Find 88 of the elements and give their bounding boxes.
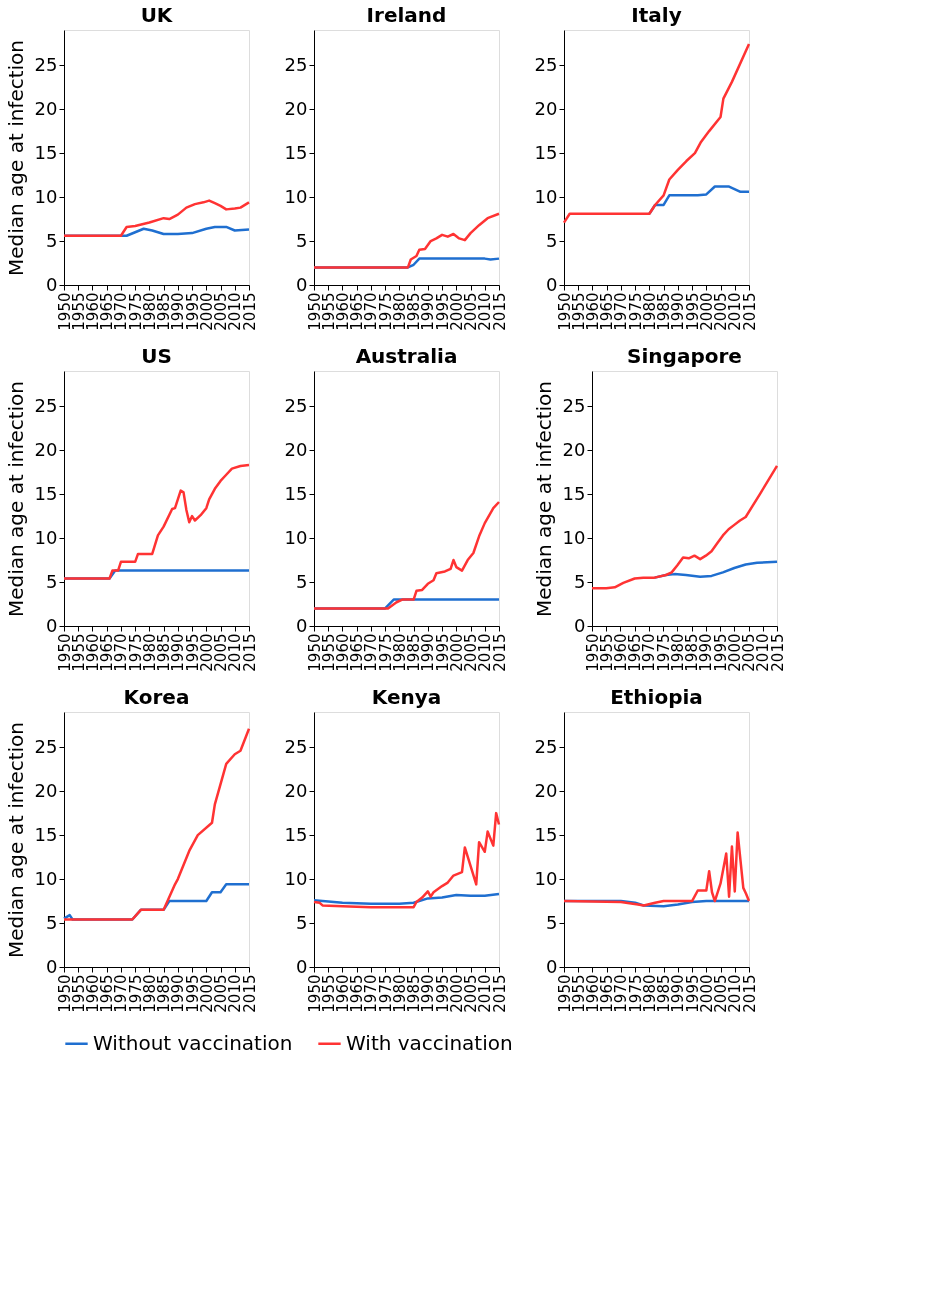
y-tick-label: 20	[562, 438, 586, 460]
y-tick-label: 10	[34, 867, 58, 889]
x-tick-label: 2015	[490, 292, 509, 331]
chart-title: US	[141, 344, 172, 368]
y-tick-label: 5	[574, 570, 586, 592]
y-tick-label: 15	[534, 823, 558, 845]
y-tick-label: 0	[574, 614, 586, 636]
x-tick-label: 2015	[240, 292, 259, 331]
line-series	[590, 464, 779, 590]
y-tick-label: 5	[296, 570, 308, 592]
y-tick-label: 5	[546, 229, 558, 251]
line-series	[62, 199, 251, 238]
x-tick-label: 2015	[490, 633, 509, 672]
y-tick-label: 25	[284, 53, 308, 75]
y-tick-label: 0	[546, 955, 558, 977]
y-tick-label: 5	[546, 911, 558, 933]
chart-title: UK	[140, 3, 174, 27]
y-tick-label: 0	[296, 273, 308, 295]
y-tick-label: 0	[46, 614, 58, 636]
chart-title: Italy	[631, 3, 682, 27]
y-tick-label: 15	[34, 141, 58, 163]
y-tick-label: 25	[284, 394, 308, 416]
chart-title: Australia	[355, 344, 458, 368]
y-tick-label: 0	[296, 614, 308, 636]
line-series	[62, 727, 251, 921]
y-tick-label: 25	[34, 735, 58, 757]
y-tick-label: 25	[34, 394, 58, 416]
y-tick-label: 5	[46, 911, 58, 933]
y-tick-label: 25	[534, 53, 558, 75]
y-tick-label: 25	[284, 735, 308, 757]
y-tick-label: 5	[296, 911, 308, 933]
y-tick-label: 0	[46, 273, 58, 295]
y-axis-title: Median age at infection	[3, 39, 28, 277]
y-tick-label: 25	[34, 53, 58, 75]
y-tick-label: 20	[534, 97, 558, 119]
y-axis-title: Median age at infection	[3, 721, 28, 959]
line-series	[562, 831, 751, 907]
line-series	[562, 42, 751, 224]
y-axis-title: Median age at infection	[531, 380, 556, 618]
y-tick-label: 15	[562, 482, 586, 504]
y-tick-label: 10	[534, 185, 558, 207]
chart-title: Singapore	[627, 344, 742, 368]
y-tick-label: 20	[534, 779, 558, 801]
y-tick-label: 10	[34, 526, 58, 548]
y-tick-label: 15	[284, 823, 308, 845]
line-series	[312, 500, 501, 610]
y-tick-label: 25	[562, 394, 586, 416]
y-axis-title: Median age at infection	[3, 380, 28, 618]
chart-title: Ireland	[366, 3, 447, 27]
y-tick-label: 5	[46, 570, 58, 592]
line-series	[312, 811, 501, 909]
y-tick-label: 0	[46, 955, 58, 977]
y-tick-label: 15	[284, 482, 308, 504]
x-tick-label: 2015	[740, 292, 759, 331]
y-tick-label: 15	[34, 482, 58, 504]
chart-title: Kenya	[371, 685, 442, 709]
chart-title: Korea	[123, 685, 190, 709]
x-tick-label: 2015	[240, 974, 259, 1013]
y-tick-label: 15	[34, 823, 58, 845]
y-tick-label: 20	[284, 438, 308, 460]
y-tick-label: 10	[534, 867, 558, 889]
y-tick-label: 10	[284, 526, 308, 548]
y-tick-label: 10	[284, 867, 308, 889]
y-tick-label: 10	[34, 185, 58, 207]
legend-label: With vaccination	[346, 1030, 513, 1055]
x-tick-label: 2015	[490, 974, 509, 1013]
y-tick-label: 10	[284, 185, 308, 207]
line-series	[312, 892, 501, 905]
x-tick-label: 2015	[240, 633, 259, 672]
y-tick-label: 10	[562, 526, 586, 548]
y-tick-label: 15	[534, 141, 558, 163]
line-series	[312, 212, 501, 269]
legend-label: Without vaccination	[93, 1030, 293, 1055]
x-tick-label: 2015	[740, 974, 759, 1013]
y-tick-label: 15	[284, 141, 308, 163]
y-tick-label: 5	[46, 229, 58, 251]
chart-title: Ethiopia	[610, 685, 703, 709]
y-tick-label: 0	[296, 955, 308, 977]
y-tick-label: 5	[296, 229, 308, 251]
y-tick-label: 20	[284, 779, 308, 801]
y-tick-label: 20	[34, 97, 58, 119]
line-series	[62, 463, 251, 580]
y-tick-label: 0	[546, 273, 558, 295]
x-tick-label: 2015	[768, 633, 787, 672]
y-tick-label: 20	[284, 97, 308, 119]
y-tick-label: 25	[534, 735, 558, 757]
y-tick-label: 20	[34, 438, 58, 460]
y-tick-label: 20	[34, 779, 58, 801]
